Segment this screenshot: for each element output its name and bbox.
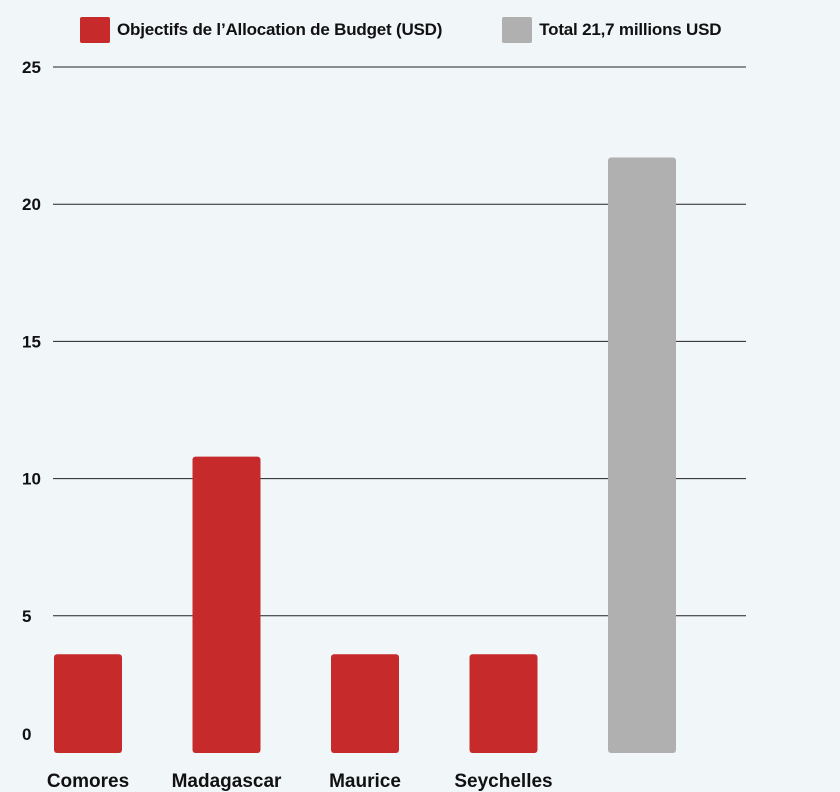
bar-total xyxy=(608,157,676,753)
legend-label-total: Total 21,7 millions USD xyxy=(539,20,722,39)
legend-item-budget-objectives: Objectifs de l’Allocation de Budget (USD… xyxy=(80,17,442,43)
y-tick-label-5: 5 xyxy=(22,607,31,626)
x-axis-labels: Comores Madagascar Maurice Seychelles xyxy=(47,771,553,792)
y-tick-label-20: 20 xyxy=(22,195,41,214)
y-tick-label-15: 15 xyxy=(22,332,41,351)
x-label-madagascar: Madagascar xyxy=(172,771,282,792)
bar-madagascar xyxy=(192,456,261,753)
x-label-maurice: Maurice xyxy=(329,771,401,792)
y-tick-label-10: 10 xyxy=(22,470,41,489)
bars xyxy=(54,157,676,753)
bar-comores xyxy=(54,654,122,753)
legend-swatch-budget-objectives xyxy=(80,17,110,43)
x-label-comores: Comores xyxy=(47,771,129,792)
x-label-seychelles: Seychelles xyxy=(454,771,552,792)
bar-seychelles xyxy=(469,654,538,753)
legend-item-total: Total 21,7 millions USD xyxy=(502,17,722,43)
chart-legend: Objectifs de l’Allocation de Budget (USD… xyxy=(80,16,722,44)
y-tick-label-0: 0 xyxy=(22,725,31,744)
bar-maurice xyxy=(331,654,399,753)
y-axis-ticks: 0 5 10 15 20 25 xyxy=(22,58,41,744)
legend-label-budget-objectives: Objectifs de l’Allocation de Budget (USD… xyxy=(117,20,443,39)
y-tick-label-25: 25 xyxy=(22,58,41,77)
legend-swatch-total xyxy=(502,17,533,43)
